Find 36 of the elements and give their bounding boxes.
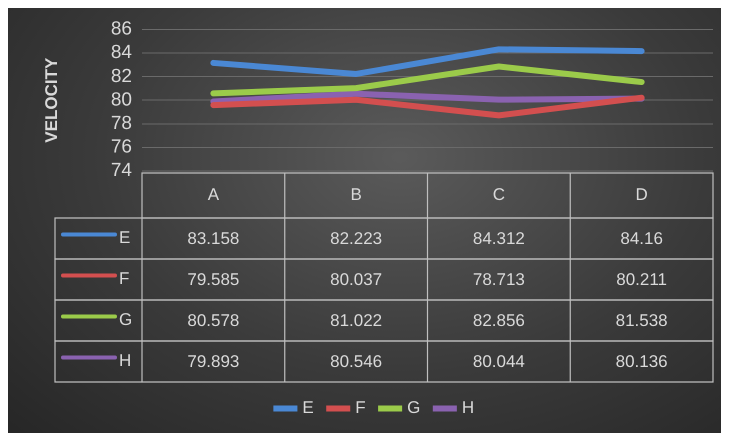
- y-tick-label: 78: [110, 113, 132, 134]
- legend-label: F: [119, 269, 130, 288]
- data-label: 78.713: [472, 270, 525, 290]
- x-tick-label: C: [492, 185, 506, 204]
- y-tick-label: 84: [110, 42, 132, 64]
- data-label: 80.037: [330, 270, 382, 290]
- legend-label: G: [119, 310, 132, 330]
- y-tick-label: 86: [110, 18, 132, 40]
- data-label: 80.136: [616, 352, 668, 372]
- data-label: 81.022: [330, 311, 382, 330]
- data-label: 79.893: [187, 352, 240, 372]
- text: E: [302, 398, 314, 418]
- data-label: 80.044: [472, 352, 525, 372]
- data-label: 80.211: [616, 270, 667, 290]
- legend-label: E: [119, 228, 130, 248]
- y-tick-label: 82: [110, 66, 132, 87]
- y-tick-label: 74: [110, 160, 132, 182]
- y-tick-label: 76: [110, 136, 132, 158]
- data-label: 84.312: [472, 229, 525, 248]
- x-tick-label: A: [208, 185, 220, 204]
- text: G: [407, 398, 420, 418]
- data-label: 82.223: [330, 229, 382, 248]
- data-label: 80.578: [187, 311, 240, 330]
- legend-label: H: [119, 351, 132, 370]
- data-label: 81.538: [616, 311, 668, 330]
- data-label: 84.16: [620, 229, 663, 248]
- data-label: 80.546: [330, 352, 382, 372]
- y-axis-title: VELOCITY: [42, 57, 61, 143]
- data-label: 83.158: [187, 229, 240, 248]
- y-tick-label: 80: [110, 89, 132, 110]
- text: F: [355, 398, 366, 418]
- data-label: 79.585: [187, 270, 240, 290]
- x-tick-label: B: [350, 185, 362, 204]
- x-tick-label: D: [635, 185, 648, 204]
- text: H: [462, 398, 474, 418]
- data-label: 82.856: [472, 311, 525, 330]
